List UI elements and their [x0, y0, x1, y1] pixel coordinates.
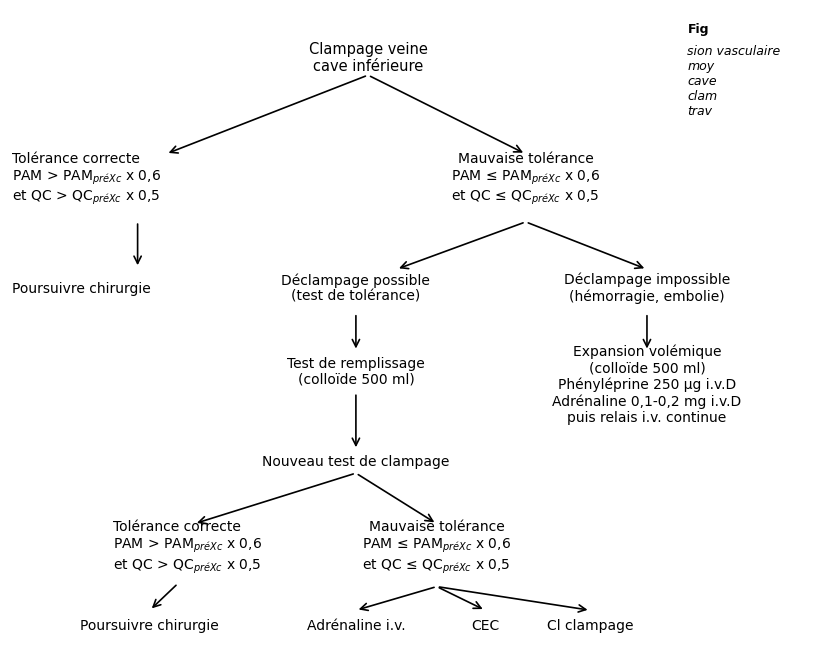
- Text: Clampage veine
cave inférieure: Clampage veine cave inférieure: [309, 42, 427, 74]
- Text: Mauvaise tolérance
PAM ≤ PAM$_{préXc}$ x 0,6
et QC ≤ QC$_{préXc}$ x 0,5: Mauvaise tolérance PAM ≤ PAM$_{préXc}$ x…: [362, 521, 512, 576]
- Text: Expansion volémique
(colloïde 500 ml)
Phényléprine 250 µg i.v.D
Adrénaline 0,1-0: Expansion volémique (colloïde 500 ml) Ph…: [553, 345, 742, 425]
- Text: sion vasculaire
moy
cave
clam
trav: sion vasculaire moy cave clam trav: [687, 45, 780, 118]
- Text: Tolérance correcte
PAM > PAM$_{préXc}$ x 0,6
et QC > QC$_{préXc}$ x 0,5: Tolérance correcte PAM > PAM$_{préXc}$ x…: [12, 152, 161, 207]
- Text: Poursuivre chirurgie: Poursuivre chirurgie: [12, 281, 151, 296]
- Text: Adrénaline i.v.: Adrénaline i.v.: [307, 619, 405, 633]
- Text: Fig: Fig: [687, 22, 709, 35]
- Text: Nouveau test de clampage: Nouveau test de clampage: [262, 455, 450, 469]
- Text: Cl clampage: Cl clampage: [547, 619, 634, 633]
- Text: CEC: CEC: [471, 619, 499, 633]
- Text: Déclampage impossible
(hémorragie, embolie): Déclampage impossible (hémorragie, embol…: [563, 273, 730, 304]
- Text: Mauvaise tolérance
PAM ≤ PAM$_{préXc}$ x 0,6
et QC ≤ QC$_{préXc}$ x 0,5: Mauvaise tolérance PAM ≤ PAM$_{préXc}$ x…: [451, 152, 600, 207]
- Text: Poursuivre chirurgie: Poursuivre chirurgie: [80, 619, 219, 633]
- Text: Tolérance correcte
PAM > PAM$_{préXc}$ x 0,6
et QC > QC$_{préXc}$ x 0,5: Tolérance correcte PAM > PAM$_{préXc}$ x…: [113, 521, 262, 576]
- Text: Déclampage possible
(test de tolérance): Déclampage possible (test de tolérance): [281, 273, 431, 304]
- Text: Test de remplissage
(colloïde 500 ml): Test de remplissage (colloïde 500 ml): [287, 357, 425, 387]
